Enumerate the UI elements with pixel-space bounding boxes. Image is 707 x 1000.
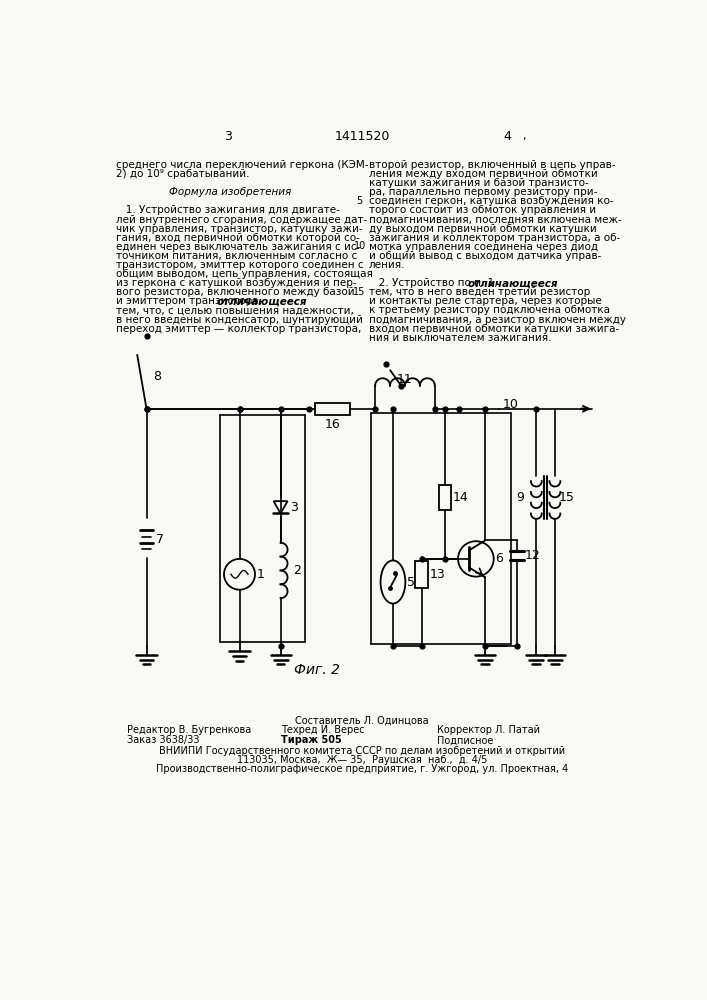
Text: отличающееся: отличающееся bbox=[217, 296, 308, 306]
Text: 113035, Москва,  Ж— 35,  Раушская  наб.,  д. 4/5: 113035, Москва, Ж— 35, Раушская наб., д.… bbox=[237, 755, 487, 765]
Text: лей внутреннего сгорания, содержащее дат-: лей внутреннего сгорания, содержащее дат… bbox=[115, 215, 367, 225]
Text: второй резистор, включенный в цепь упрaв-: второй резистор, включенный в цепь упрaв… bbox=[369, 160, 616, 170]
Text: Формула изобретения: Формула изобретения bbox=[169, 187, 291, 197]
Text: 11: 11 bbox=[397, 373, 413, 386]
Text: переход эмиттер — коллектор транзистора,: переход эмиттер — коллектор транзистора, bbox=[115, 324, 361, 334]
Text: мотка управления соединена через диод: мотка управления соединена через диод bbox=[369, 242, 598, 252]
Text: 1411520: 1411520 bbox=[334, 130, 390, 143]
Text: подмагничивания, а резистор включен между: подмагничивания, а резистор включен межд… bbox=[369, 315, 626, 325]
Text: гания, вход первичной обмотки которой со-: гания, вход первичной обмотки которой со… bbox=[115, 233, 359, 243]
Text: 12: 12 bbox=[525, 549, 540, 562]
Text: 14: 14 bbox=[452, 491, 468, 504]
Text: входом первичной обмотки катушки зажига-: входом первичной обмотки катушки зажига- bbox=[369, 324, 619, 334]
Text: 1: 1 bbox=[257, 568, 264, 581]
Bar bbox=[416, 561, 428, 588]
Text: Техред И. Верес: Техред И. Верес bbox=[281, 725, 364, 735]
Text: ления.: ления. bbox=[369, 260, 405, 270]
Text: к третьему резистору подключена обмотка: к третьему резистору подключена обмотка bbox=[369, 305, 610, 315]
Text: зажигания и коллектором транзистора, а об-: зажигания и коллектором транзистора, а о… bbox=[369, 233, 620, 243]
Text: 10: 10 bbox=[503, 398, 519, 411]
Text: 6: 6 bbox=[495, 552, 503, 565]
Text: 2) до 10⁹ срабатываний.: 2) до 10⁹ срабатываний. bbox=[115, 169, 249, 179]
Text: 10: 10 bbox=[354, 241, 366, 251]
Text: 5: 5 bbox=[356, 196, 363, 206]
Text: 15: 15 bbox=[559, 491, 575, 504]
Text: ния и выключателем зажигания.: ния и выключателем зажигания. bbox=[369, 333, 551, 343]
Text: ,: , bbox=[522, 131, 526, 141]
Text: транзистором, эмиттер которого соединен с: транзистором, эмиттер которого соединен … bbox=[115, 260, 363, 270]
Text: 15: 15 bbox=[354, 287, 366, 297]
Text: тем, что в него введен третий резистор: тем, что в него введен третий резистор bbox=[369, 287, 590, 297]
Text: 2: 2 bbox=[293, 564, 301, 577]
Text: вого резистора, включенного между базой: вого резистора, включенного между базой bbox=[115, 287, 354, 297]
Text: 16: 16 bbox=[325, 418, 340, 431]
Text: точником питания, включенным согласно с: точником питания, включенным согласно с bbox=[115, 251, 357, 261]
Text: Тираж 505: Тираж 505 bbox=[281, 735, 341, 745]
Text: 7: 7 bbox=[156, 533, 164, 546]
Text: торого состоит из обмоток управления и: торого состоит из обмоток управления и bbox=[369, 205, 596, 215]
Text: ду выходом первичной обмотки катушки: ду выходом первичной обмотки катушки bbox=[369, 224, 597, 234]
Text: в него введены конденсатор, шунтирующий: в него введены конденсатор, шунтирующий bbox=[115, 315, 363, 325]
Text: единен через выключатель зажигания с ис-: единен через выключатель зажигания с ис- bbox=[115, 242, 360, 252]
Text: ления между входом первичной обмотки: ления между входом первичной обмотки bbox=[369, 169, 597, 179]
Text: ра, параллельно первому резистору при-: ра, параллельно первому резистору при- bbox=[369, 187, 597, 197]
Text: катушки зажигания и базой транзисто-: катушки зажигания и базой транзисто- bbox=[369, 178, 589, 188]
Text: 1. Устройство зажигания для двигате-: 1. Устройство зажигания для двигате- bbox=[115, 205, 339, 215]
Text: отличающееся: отличающееся bbox=[467, 278, 558, 288]
Text: 13: 13 bbox=[429, 568, 445, 581]
Text: и общий вывод с выходом датчика управ-: и общий вывод с выходом датчика управ- bbox=[369, 251, 601, 261]
Bar bbox=[315, 403, 349, 415]
Text: соединен геркон, катушка возбуждения ко-: соединен геркон, катушка возбуждения ко- bbox=[369, 196, 614, 206]
Text: и эмиттером транзистора,: и эмиттером транзистора, bbox=[115, 296, 264, 306]
Text: Корректор Л. Патай: Корректор Л. Патай bbox=[437, 725, 540, 735]
Text: и контакты реле стартера, через которые: и контакты реле стартера, через которые bbox=[369, 296, 602, 306]
Text: 9: 9 bbox=[516, 491, 524, 504]
Text: среднего числа переключений геркона (КЭМ-: среднего числа переключений геркона (КЭМ… bbox=[115, 160, 368, 170]
Text: 8: 8 bbox=[153, 370, 160, 383]
Text: Заказ 3638/33: Заказ 3638/33 bbox=[127, 735, 199, 745]
Text: 3: 3 bbox=[290, 501, 298, 514]
Text: 4: 4 bbox=[503, 130, 511, 143]
Text: Подписное: Подписное bbox=[437, 735, 493, 745]
Bar bbox=[438, 485, 451, 510]
Text: Фиг. 2: Фиг. 2 bbox=[294, 663, 340, 677]
Text: Редактор В. Бугренкова: Редактор В. Бугренкова bbox=[127, 725, 252, 735]
Text: из геркона с катушкой возбуждения и пер-: из геркона с катушкой возбуждения и пер- bbox=[115, 278, 356, 288]
Text: чик управления, транзистор, катушку зажи-: чик управления, транзистор, катушку зажи… bbox=[115, 224, 362, 234]
Text: Составитель Л. Одинцова: Составитель Л. Одинцова bbox=[295, 715, 428, 725]
Text: общим выводом, цепь управления, состоящая: общим выводом, цепь управления, состояща… bbox=[115, 269, 373, 279]
Text: Производственно-полиграфическое предприятие, г. Ужгород, ул. Проектная, 4: Производственно-полиграфическое предприя… bbox=[156, 764, 568, 774]
Text: 3: 3 bbox=[224, 130, 232, 143]
Text: тем, что, с целью повышения надежности,: тем, что, с целью повышения надежности, bbox=[115, 305, 354, 315]
Text: ВНИИПИ Государственного комитета СССР по делам изобретений и открытий: ВНИИПИ Государственного комитета СССР по… bbox=[159, 746, 565, 756]
Text: подмагничивания, последняя включена меж-: подмагничивания, последняя включена меж- bbox=[369, 215, 621, 225]
Text: 5: 5 bbox=[407, 576, 415, 588]
Text: 2. Устройство по п. 1,: 2. Устройство по п. 1, bbox=[369, 278, 501, 288]
